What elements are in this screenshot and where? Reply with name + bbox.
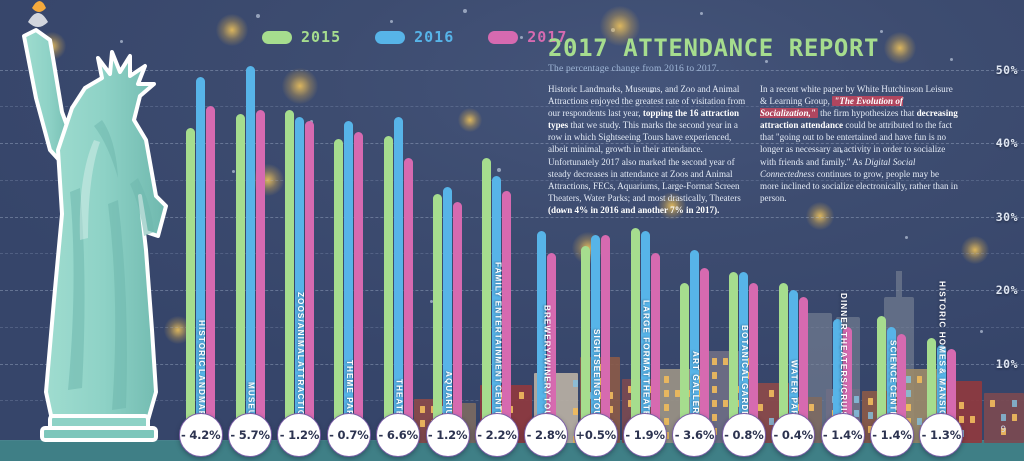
change-badge[interactable]: - 1.9% — [623, 413, 667, 457]
y-axis-tick-label: 40% — [996, 136, 1018, 150]
window-light — [1012, 414, 1017, 421]
infographic-canvas: 50% 40% 30% 20% 10% — [0, 0, 1024, 461]
building — [984, 393, 1024, 443]
change-badge[interactable]: - 0.4% — [771, 413, 815, 457]
window-light — [1001, 414, 1006, 421]
window-light — [1012, 400, 1017, 407]
category-label: HISTORIC HOMES & MANSIONS — [937, 281, 946, 431]
category-label-line: HISTORIC HOMES — [937, 281, 946, 367]
change-badge[interactable]: - 1.2% — [277, 413, 321, 457]
bar-2015[interactable] — [384, 136, 393, 437]
bar-2017[interactable] — [354, 132, 363, 437]
window-light — [970, 416, 975, 423]
category-label-line: ZOOS/ANIMAL — [295, 292, 304, 361]
change-badge[interactable]: - 1.2% — [426, 413, 470, 457]
category-label: ZOOS/ANIMAL ATTRACTIONS — [295, 292, 304, 431]
category-label-line: FAMILY ENTERTAINMENT — [493, 262, 502, 384]
y-axis-tick-label: 30% — [996, 210, 1018, 224]
category-label: FAMILY ENTERTAINMENT CENTERS — [493, 262, 502, 431]
change-badge[interactable]: - 6.6% — [376, 413, 420, 457]
change-badge[interactable]: - 1.3% — [919, 413, 963, 457]
change-badge[interactable]: - 4.2% — [179, 413, 223, 457]
bar-2017[interactable] — [601, 235, 610, 437]
bar-2015[interactable] — [729, 272, 738, 437]
bar-2015[interactable] — [581, 246, 590, 437]
change-badge[interactable]: - 2.2% — [475, 413, 519, 457]
category-label-line: BOTANICAL — [739, 325, 748, 382]
bar-2017[interactable] — [256, 110, 265, 437]
bar-cluster — [384, 37, 413, 437]
page-number: 9 — [1001, 425, 1006, 435]
statue-of-liberty-illustration — [6, 0, 181, 461]
change-badge[interactable]: - 1.4% — [870, 413, 914, 457]
category-label-line: SCIENCE — [888, 340, 897, 384]
bar-2017[interactable] — [305, 121, 314, 437]
bar-2015[interactable] — [334, 139, 343, 437]
category-label-line: BREWERY/WINERY — [542, 305, 551, 396]
window-light — [990, 400, 995, 407]
bar-2017[interactable] — [453, 202, 462, 437]
change-badge[interactable]: - 2.8% — [524, 413, 568, 457]
change-badge[interactable]: +0.5% — [574, 413, 618, 457]
change-badge[interactable]: - 0.8% — [722, 413, 766, 457]
change-badge[interactable]: - 5.7% — [228, 413, 272, 457]
category-label-line: LARGE FORMAT — [641, 300, 650, 378]
bar-2015[interactable] — [285, 110, 294, 437]
category-label-line: SIGHTSEEING — [591, 329, 600, 397]
bar-2015[interactable] — [186, 128, 195, 437]
bar-2015[interactable] — [631, 228, 640, 437]
category-label-line: DINNER — [838, 293, 847, 331]
bar-2015[interactable] — [482, 158, 491, 437]
category-label: LARGE FORMAT THEATERS — [641, 300, 650, 431]
bar-2017[interactable] — [651, 253, 660, 437]
bar-2017[interactable] — [700, 268, 709, 437]
bar-cluster — [236, 37, 265, 437]
y-axis-tick-label: 50% — [996, 63, 1018, 77]
change-badge[interactable]: - 0.7% — [327, 413, 371, 457]
category-label: DINNER THEATERS/CRUISES — [838, 293, 847, 431]
category-label-line: HISTORIC — [196, 320, 205, 367]
change-badge[interactable]: - 3.6% — [672, 413, 716, 457]
bar-2017[interactable] — [404, 158, 413, 437]
bar-2015[interactable] — [236, 114, 245, 437]
bar-2017[interactable] — [502, 191, 511, 437]
change-badge[interactable]: - 1.4% — [821, 413, 865, 457]
bar-2015[interactable] — [433, 194, 442, 437]
bar-chart-plot: HISTORIC LANDMARKS - 4.2% MUSEUMS - 5.7% ZOOS… — [176, 0, 966, 461]
bar-2017[interactable] — [206, 106, 215, 437]
